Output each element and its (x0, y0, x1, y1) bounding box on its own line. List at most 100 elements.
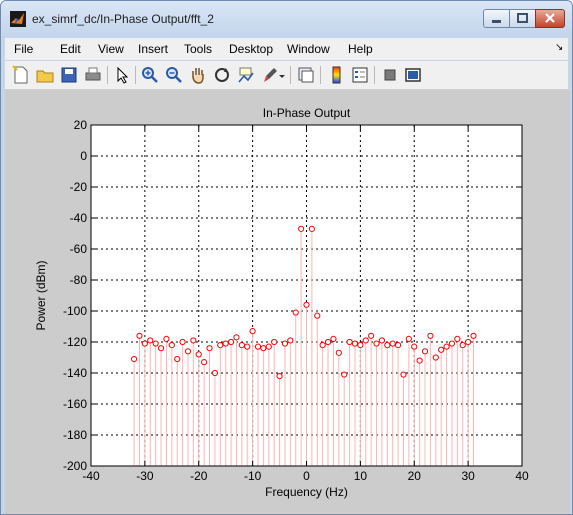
stem-marker (184, 348, 192, 355)
y-tick-label: -40 (70, 211, 88, 225)
pan-hand-icon[interactable] (188, 65, 208, 85)
stem-marker (319, 342, 326, 349)
x-tick-label: -10 (244, 469, 262, 483)
legend-icon[interactable] (350, 65, 370, 85)
stem-marker (448, 340, 456, 347)
stem-marker (147, 337, 154, 344)
stem-marker (308, 225, 315, 232)
window-title: ex_simrf_dc/In-Phase Output/fft_2 (32, 12, 214, 26)
print-icon[interactable] (83, 65, 103, 85)
stem-marker (217, 342, 224, 349)
save-icon[interactable] (59, 65, 79, 85)
menu-desktop[interactable]: Desktop (229, 42, 274, 56)
show-plot-tools-icon[interactable] (403, 65, 423, 85)
menu-tools[interactable]: Tools (184, 42, 213, 56)
x-tick-label: 30 (461, 469, 475, 483)
stem-marker (324, 338, 332, 346)
menu-view[interactable]: View (98, 42, 124, 56)
stem-plot: In-Phase Output -40 -30 -20 -10 0 10 20 30 40200… (34, 106, 529, 499)
x-tick-label: -30 (136, 469, 154, 483)
stem-marker (470, 332, 477, 339)
stem-marker (465, 338, 472, 346)
stem-marker (335, 349, 342, 356)
new-figure-icon[interactable] (11, 65, 31, 85)
stem-marker (152, 340, 159, 347)
stem-marker (211, 369, 219, 377)
stem-marker (351, 340, 359, 347)
y-tick-label: -180 (63, 428, 87, 442)
hide-plot-tools-icon[interactable] (380, 65, 400, 85)
stem-marker (131, 355, 138, 363)
stem-marker (346, 338, 353, 346)
x-tick-label: 0 (303, 469, 310, 483)
stem-marker (238, 342, 245, 349)
x-tick-label: 20 (408, 469, 422, 483)
stem-marker (157, 345, 165, 352)
figure-toolbar (5, 61, 568, 90)
stem-marker (400, 371, 407, 378)
stem-marker (163, 335, 170, 342)
stem-marker (427, 332, 434, 339)
stem-marker (190, 337, 197, 344)
stem-marker (384, 342, 391, 349)
x-axis-label: Frequency (Hz) (265, 485, 348, 499)
x-tick-label: -40 (82, 469, 100, 483)
y-axis-label: Power (dBm) (34, 260, 48, 330)
y-tick-label: -160 (63, 397, 87, 411)
zoom-out-icon[interactable] (164, 65, 184, 85)
figure-canvas: In-Phase Output -40 -30 -20 -10 0 10 20 30 40 20 0… (5, 90, 570, 514)
stem-marker (341, 371, 348, 378)
rotate-3d-icon[interactable] (212, 65, 232, 85)
stem-marker (206, 345, 213, 352)
stem-marker (330, 335, 337, 342)
brush-dropdown-icon[interactable] (278, 65, 286, 85)
minimize-button[interactable] (483, 9, 510, 28)
x-tick-label: -20 (190, 469, 208, 483)
open-file-icon[interactable] (35, 65, 55, 85)
zoom-in-icon[interactable] (140, 65, 160, 85)
menu-file[interactable]: File (14, 42, 34, 56)
maximize-icon (517, 13, 528, 23)
stem-marker (411, 343, 418, 350)
stem-marker (249, 328, 256, 335)
stem-marker (174, 355, 181, 363)
title-bar[interactable]: ex_simrf_dc/In-Phase Output/fft_2 (1, 1, 572, 37)
stem-marker (281, 340, 289, 347)
pointer-icon[interactable] (112, 65, 132, 85)
matlab-logo-icon (10, 11, 26, 27)
stem-marker (432, 354, 439, 361)
stem-marker (368, 332, 375, 339)
menu-help[interactable]: Help (348, 42, 373, 56)
stem-marker (314, 312, 321, 319)
toolbar-separator (320, 66, 321, 84)
stem-marker (254, 343, 262, 350)
y-tick-label: -140 (63, 366, 87, 380)
menu-overflow-arrow[interactable]: ↘ (555, 42, 564, 53)
stem-marker (195, 351, 202, 358)
stem-marker (136, 332, 143, 339)
stem-marker (454, 335, 461, 342)
stem-marker (179, 338, 186, 346)
maximize-button[interactable] (509, 9, 536, 28)
data-cursor-icon[interactable] (236, 65, 256, 85)
y-tick-label: 0 (80, 149, 87, 163)
stem-marker (394, 342, 402, 349)
link-plot-icon[interactable] (296, 65, 316, 85)
stem-marker (373, 340, 380, 347)
y-tick-label: -200 (63, 459, 87, 473)
stem-marker (298, 225, 305, 232)
colorbar-icon[interactable] (326, 65, 346, 85)
stem-marker (378, 337, 386, 344)
axis-ticks: -40 -30 -20 -10 0 10 20 30 40200-20-40-60-80-100… (63, 118, 529, 483)
menu-edit[interactable]: Edit (60, 42, 81, 56)
stem-marker (303, 301, 310, 308)
menu-insert[interactable]: Insert (138, 42, 169, 56)
toolbar-separator (290, 66, 291, 84)
close-button[interactable] (535, 9, 565, 28)
stem-marker (362, 337, 369, 344)
stem-marker (244, 343, 251, 350)
stem-marker (222, 340, 229, 347)
stem-marker (287, 337, 294, 344)
menu-window[interactable]: Window (287, 42, 330, 56)
brush-icon[interactable] (260, 65, 280, 85)
